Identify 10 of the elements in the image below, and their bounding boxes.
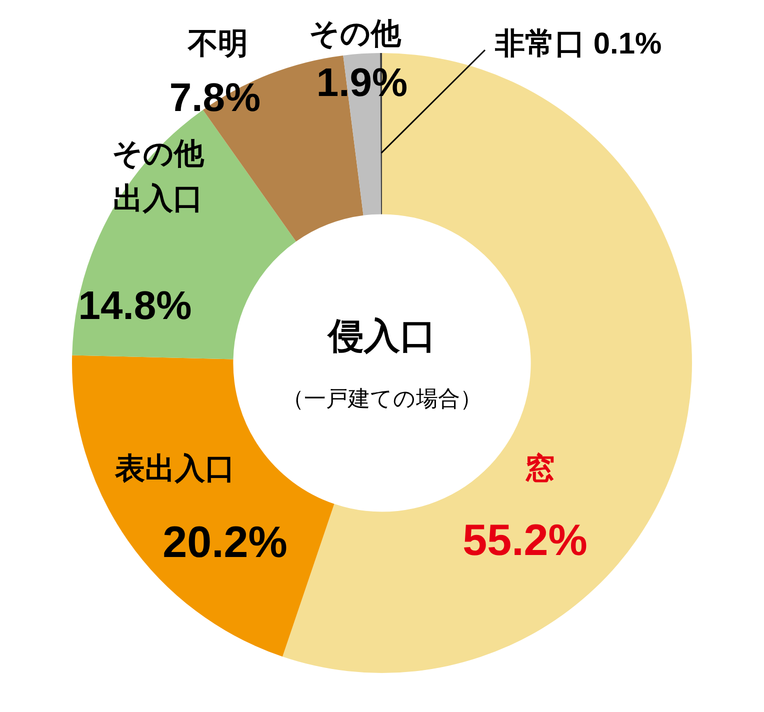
data-label: 14.8% <box>78 284 192 328</box>
slice-label: その他 <box>309 17 402 50</box>
slice-label: 表出入口 <box>114 452 235 486</box>
text: （一戸建ての場合） <box>282 386 482 412</box>
data-label: 20.2% <box>162 518 288 568</box>
slice-label: 窓 <box>525 451 555 486</box>
data-label: 55.2% <box>462 516 588 566</box>
slice-label: 不明 <box>187 27 248 60</box>
text: 侵入口 <box>326 314 436 356</box>
slice-label: 非常口 0.1% <box>494 27 662 60</box>
